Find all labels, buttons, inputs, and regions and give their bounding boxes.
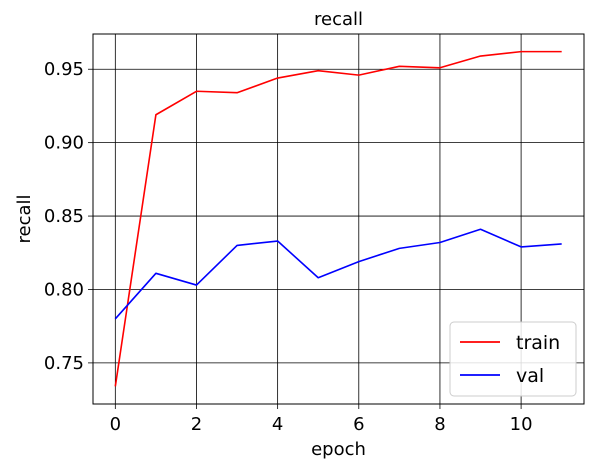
x-tick-label: 4 [272,414,283,435]
y-tick-label: 0.90 [44,133,84,154]
x-tick-label: 0 [110,414,121,435]
x-tick-label: 2 [191,414,202,435]
data-series [114,50,562,387]
chart-title: recall [314,9,363,30]
y-axis-label: recall [14,194,35,243]
series-line-val [114,228,562,320]
x-tick-label: 6 [353,414,364,435]
legend: train val [449,321,577,397]
grid-lines [93,34,584,404]
y-axis-ticks: 0.75 0.80 0.85 0.90 0.95 [44,59,93,374]
x-axis-label: epoch [311,439,366,460]
y-tick-label: 0.80 [44,279,84,300]
legend-label-val: val [516,365,544,387]
x-tick-label: 10 [510,414,533,435]
x-axis-ticks: 0 2 4 6 8 10 [110,404,533,435]
legend-label-train: train [516,332,560,354]
y-tick-label: 0.75 [44,353,84,374]
plot-frame [92,33,585,405]
series-line-train [114,50,562,387]
y-tick-label: 0.85 [44,206,84,227]
x-tick-label: 8 [434,414,445,435]
legend-box [449,321,577,397]
y-tick-label: 0.95 [44,59,84,80]
